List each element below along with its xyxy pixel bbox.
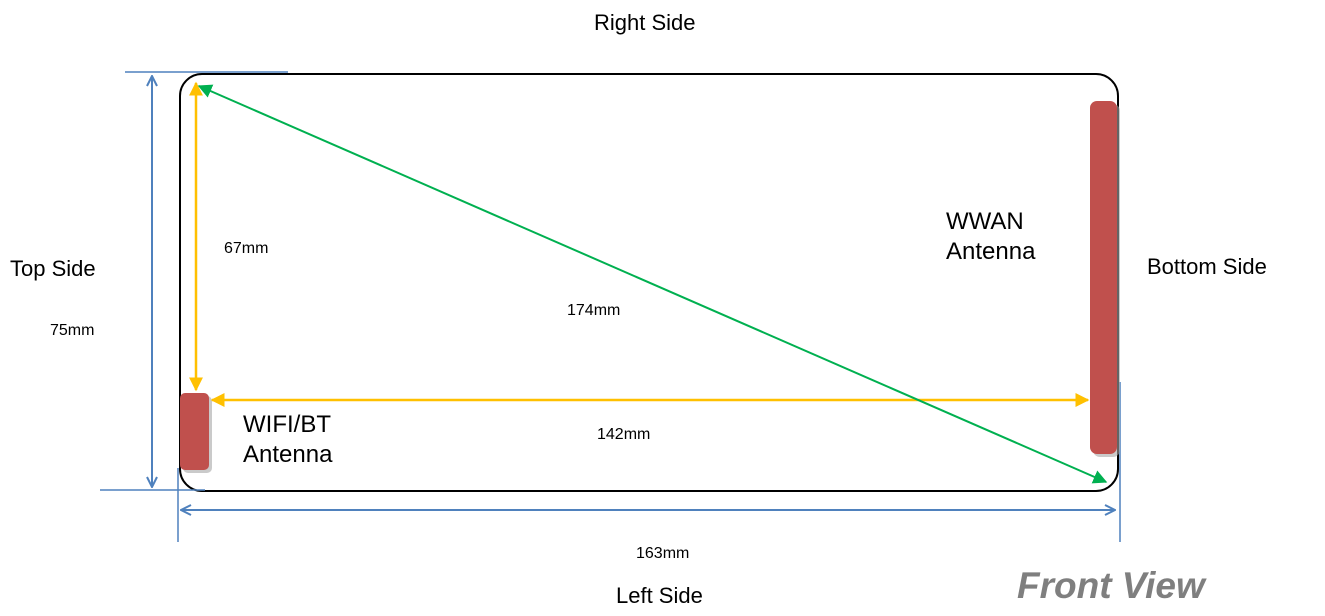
wifi-bt-antenna (180, 393, 209, 470)
height-dimension-label: 75mm (50, 322, 95, 339)
right-edge-label: Bottom Side (1147, 254, 1267, 279)
wwan-antenna-label: WWAN Antenna (946, 208, 1036, 265)
vertical-spacing-label: 67mm (224, 240, 269, 257)
diagonal-spacing-label: 174mm (567, 302, 621, 319)
wifi-bt-antenna-label: WIFI/BT Antenna (243, 411, 333, 468)
left-edge-label: Top Side (10, 256, 96, 281)
wwan-antenna (1090, 101, 1117, 454)
view-title: Front View (1017, 565, 1205, 606)
diagonal-spacing-arrow (197, 84, 1108, 484)
bottom-edge-label: Left Side (616, 583, 703, 608)
top-edge-label: Right Side (594, 10, 696, 35)
horizontal-spacing-label: 142mm (597, 426, 651, 443)
width-dimension-label: 163mm (636, 545, 690, 562)
